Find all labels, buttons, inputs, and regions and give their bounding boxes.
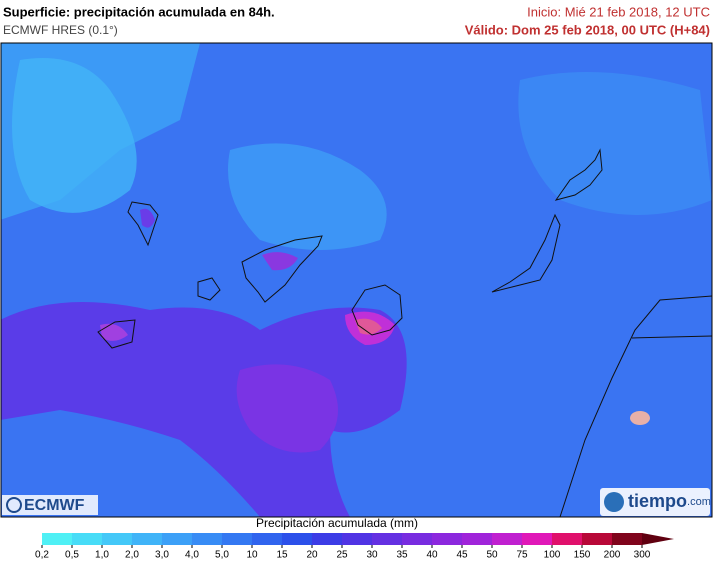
tiempo-logo[interactable]: tiempo.com <box>600 488 711 516</box>
model: ECMWF HRES (0.1°) <box>3 23 118 37</box>
colorbar-label: 20 <box>306 550 318 561</box>
colorbar-segment <box>582 533 612 545</box>
colorbar-segment <box>252 533 282 545</box>
map <box>0 42 713 518</box>
colorbar-label: 40 <box>426 550 438 561</box>
colorbar-segment <box>492 533 522 545</box>
colorbar-label: 15 <box>276 550 288 561</box>
colorbar-segment <box>162 533 192 545</box>
colorbar-label: 4,0 <box>185 550 199 561</box>
colorbar-segment <box>462 533 492 545</box>
colorbar-label: 50 <box>486 550 498 561</box>
colorbar-label: 200 <box>604 550 621 561</box>
colorbar-segment <box>522 533 552 545</box>
colorbar-label: 150 <box>574 550 591 561</box>
colorbar-title: Precipitación acumulada (mm) <box>256 516 418 530</box>
colorbar-segment <box>42 533 72 545</box>
colorbar-label: 75 <box>516 550 528 561</box>
colorbar-segment <box>342 533 372 545</box>
init-time: Inicio: Mié 21 feb 2018, 12 UTC <box>527 4 710 19</box>
ecmwf-logo: ECMWF <box>2 495 98 515</box>
colorbar-label: 10 <box>246 550 258 561</box>
colorbar-segment <box>372 533 402 545</box>
colorbar-label: 0,5 <box>65 550 79 561</box>
colorbar-segment <box>432 533 462 545</box>
tiempo-text: tiempo.com <box>628 491 711 511</box>
ecmwf-text: ECMWF <box>24 497 85 514</box>
valid-time: Válido: Dom 25 feb 2018, 00 UTC (H+84) <box>465 22 710 37</box>
colorbar-segment <box>552 533 582 545</box>
colorbar-label: 45 <box>456 550 468 561</box>
colorbar-label: 100 <box>544 550 561 561</box>
colorbar-label: 3,0 <box>155 550 169 561</box>
colorbar-segment <box>102 533 132 545</box>
colorbar-label: 1,0 <box>95 550 109 561</box>
colorbar-label: 0,2 <box>35 550 49 561</box>
colorbar-segment <box>222 533 252 545</box>
colorbar-segment <box>282 533 312 545</box>
colorbar-segment <box>72 533 102 545</box>
colorbar-label: 2,0 <box>125 550 139 561</box>
colorbar-segment <box>612 533 642 545</box>
colorbar-label: 5,0 <box>215 550 229 561</box>
title: Superficie: precipitación acumulada en 8… <box>3 4 275 19</box>
colorbar-segment <box>402 533 432 545</box>
colorbar-label: 30 <box>366 550 378 561</box>
colorbar-label: 300 <box>634 550 651 561</box>
colorbar-label: 35 <box>396 550 408 561</box>
colorbar: 0,2 0,5 1,0 2,0 3,0 4,0 5,0 10 15 20 25 30 35 40 45 50 7… <box>35 533 674 561</box>
colorbar-arrow <box>642 533 674 545</box>
colorbar-segment <box>132 533 162 545</box>
colorbar-label: 25 <box>336 550 348 561</box>
colorbar-segment <box>192 533 222 545</box>
colorbar-segment <box>312 533 342 545</box>
